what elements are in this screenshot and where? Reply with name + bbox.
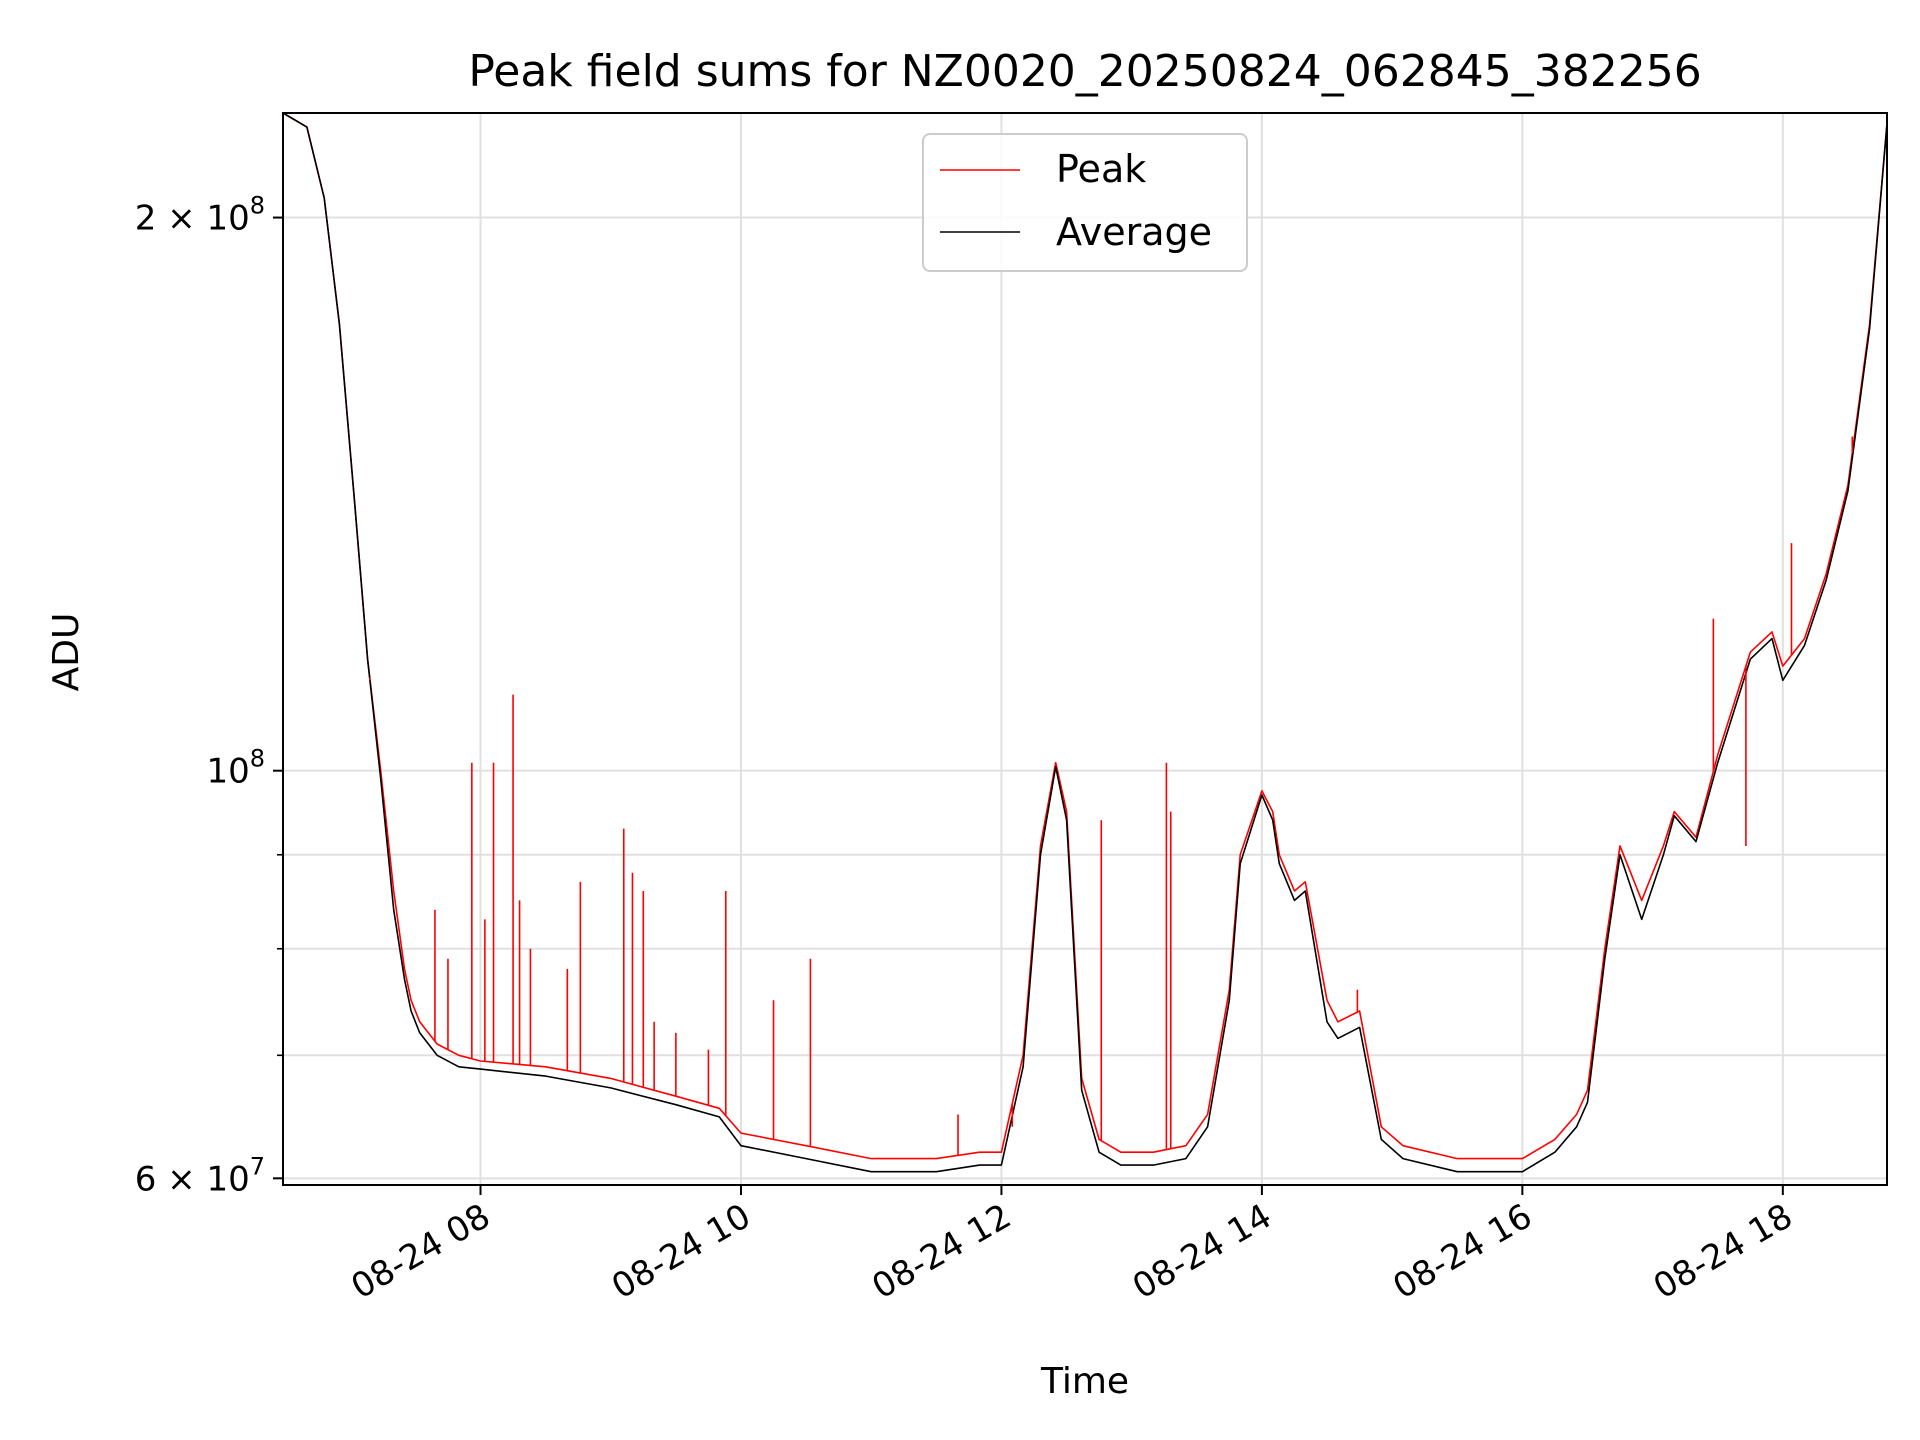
grid-lines (283, 113, 1887, 1185)
y-axis-title: ADU (46, 613, 87, 692)
plot-frame (282, 112, 1888, 1186)
legend: Peak Average (922, 133, 1248, 272)
series-line-average (282, 112, 1888, 1173)
x-axis-title: Time (1040, 1361, 1129, 1402)
series-lines (282, 112, 1888, 1173)
legend-box (922, 133, 1248, 272)
y-tick-label: 6 × 107 (135, 1152, 265, 1199)
chart-title: Peak field sums for NZ0020_20250824_0628… (468, 46, 1701, 97)
y-axis: 6 × 107 108 2 × 108 (135, 192, 283, 1199)
y-tick-label: 2 × 108 (135, 192, 265, 239)
legend-peak-label: Peak (1056, 147, 1146, 191)
legend-average-label: Average (1056, 210, 1212, 254)
y-tick-label: 108 (206, 745, 265, 792)
